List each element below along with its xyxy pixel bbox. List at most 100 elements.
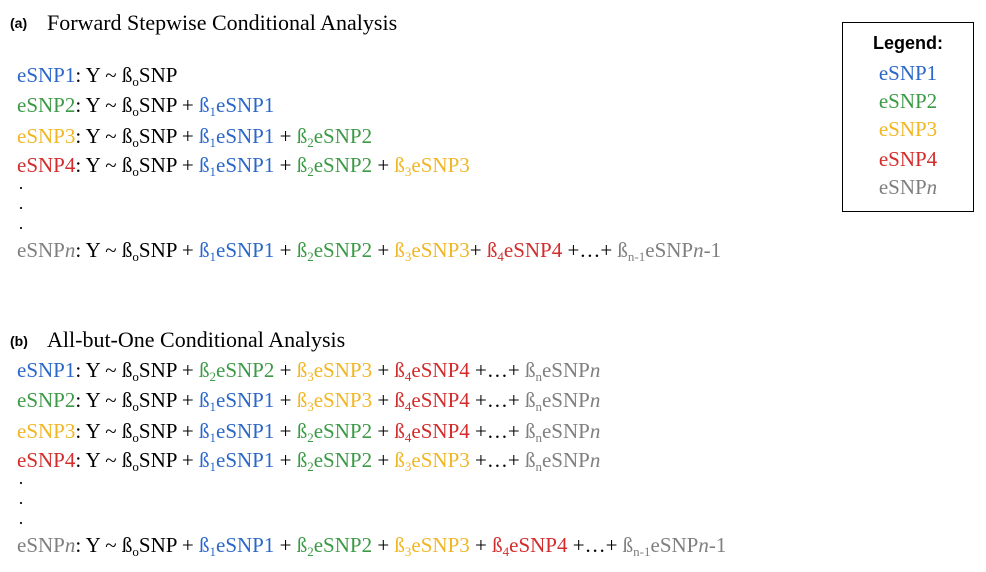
formula-subscript: n xyxy=(535,399,542,414)
legend-box: Legend: eSNP1 eSNP2 eSNP3 eSNP4 eSNPn xyxy=(842,22,974,212)
formula-subscript: o xyxy=(132,135,139,150)
formula-term: ß xyxy=(296,419,308,443)
formula-term: eSNP3 xyxy=(411,448,470,472)
formula-term: eSNP xyxy=(541,448,590,472)
formula-b-2: eSNP2: Y ~ ßoSNP + ß1eSNP1 + ß3eSNP3 + ß… xyxy=(17,388,601,414)
formula-term: + xyxy=(274,238,297,262)
formula-term: eSNP2 xyxy=(313,238,373,262)
legend-label: eSNP3 xyxy=(878,117,938,141)
formula-subscript: 2 xyxy=(307,430,314,445)
formula-term: eSNP1 xyxy=(216,419,275,443)
formula-term: eSNP1 xyxy=(216,153,275,177)
formula-subscript: 2 xyxy=(307,164,314,179)
formula-term: eSNP xyxy=(650,533,699,557)
formula-term: n xyxy=(589,388,601,412)
formula-term: eSNP1 xyxy=(216,93,275,117)
formula-term: eSNP3 xyxy=(313,358,373,382)
formula-subscript: 1 xyxy=(209,544,217,559)
formula-term: + xyxy=(372,238,395,262)
formula-subscript: 2 xyxy=(307,544,314,559)
panel-b-title: All-but-One Conditional Analysis xyxy=(47,327,346,352)
formula-term: ß xyxy=(199,419,210,443)
formula-term: : Y ~ ß xyxy=(75,238,133,262)
formula-term: ß xyxy=(199,388,210,412)
formula-term: n xyxy=(589,419,601,443)
formula-subscript: 2 xyxy=(307,249,314,264)
formula-term: ß xyxy=(524,358,536,382)
formula-a-4: eSNP4: Y ~ ßoSNP + ß1eSNP1 + ß2eSNP2 + ß… xyxy=(17,153,470,179)
formula-a-1: eSNP1: Y ~ ßoSNP xyxy=(17,63,177,88)
formula-term: eSNP3 xyxy=(17,419,76,443)
formula-term: ß xyxy=(199,358,210,382)
formula-subscript: 3 xyxy=(404,544,412,559)
formula-term: -1 xyxy=(703,238,722,262)
formula-term: ß xyxy=(492,533,503,557)
panel-a-label: (a) xyxy=(10,15,28,31)
formula-subscript: 1 xyxy=(209,164,217,179)
legend-label: eSNP4 xyxy=(878,147,938,171)
formula-term: n xyxy=(693,238,704,262)
formula-term: +…+ xyxy=(469,448,525,472)
formula-term: eSNP xyxy=(645,238,694,262)
formula-term: eSNP4 xyxy=(17,153,76,177)
formula-term: eSNP2 xyxy=(313,419,373,443)
formula-subscript: 1 xyxy=(209,135,217,150)
formula-term: eSNP4 xyxy=(411,419,470,443)
formula-term: n xyxy=(589,448,601,472)
formula-term: ß xyxy=(622,533,634,557)
formula-term: +…+ xyxy=(469,388,525,412)
formula-term: SNP + xyxy=(138,358,200,382)
formula-term: ß xyxy=(296,448,308,472)
formula-term: : Y ~ ß xyxy=(75,533,133,557)
formula-b-1: eSNP1: Y ~ ßoSNP + ß2eSNP2 + ß3eSNP3 + ß… xyxy=(17,358,600,384)
formula-term: + xyxy=(372,448,395,472)
formula-term: eSNP2 xyxy=(313,153,373,177)
formula-subscript: 4 xyxy=(404,430,412,445)
formula-term: ß xyxy=(296,388,308,412)
formula-subscript: 2 xyxy=(307,135,314,150)
formula-term: SNP + xyxy=(138,533,200,557)
formula-term: ß xyxy=(524,388,536,412)
formula-term: ß xyxy=(394,358,405,382)
formula-term: ß xyxy=(394,533,405,557)
formula-term: : Y ~ ß xyxy=(75,153,133,177)
formula-term: +…+ xyxy=(562,238,618,262)
formula-term: + xyxy=(469,533,493,557)
formula-term: : Y ~ ß xyxy=(75,388,133,412)
formula-subscript: n xyxy=(535,459,542,474)
panel-a-title: Forward Stepwise Conditional Analysis xyxy=(47,10,398,35)
ellipsis-dot-a-1: · xyxy=(18,178,24,198)
formula-subscript: o xyxy=(132,164,139,179)
legend-item-esnp3: eSNP3 xyxy=(843,117,973,142)
formula-term: eSNP1 xyxy=(216,388,275,412)
formula-term: eSNP xyxy=(541,388,590,412)
formula-subscript: 4 xyxy=(502,544,510,559)
formula-a-2: eSNP2: Y ~ ßoSNP + ß1eSNP1 xyxy=(17,93,275,119)
formula-subscript: 3 xyxy=(307,369,314,384)
formula-term: : Y ~ ß xyxy=(75,419,133,443)
formula-subscript: 3 xyxy=(307,399,314,414)
formula-subscript: 2 xyxy=(307,459,314,474)
formula-subscript: 4 xyxy=(404,369,412,384)
legend-item-esnp4: eSNP4 xyxy=(843,147,973,172)
legend-label: eSNP1 xyxy=(878,61,938,85)
formula-a-n: eSNPn: Y ~ ßoSNP + ß1eSNP1 + ß2eSNP2 + ß… xyxy=(17,238,722,264)
formula-subscript: 1 xyxy=(209,104,217,119)
formula-term: + xyxy=(372,533,395,557)
formula-term: ß xyxy=(296,358,308,382)
formula-term: : Y ~ ß xyxy=(75,358,133,382)
formula-term: SNP + xyxy=(138,153,200,177)
formula-term: SNP + xyxy=(138,93,200,117)
formula-term: eSNP4 xyxy=(17,448,76,472)
formula-term: eSNP4 xyxy=(503,238,563,262)
formula-term: SNP + xyxy=(138,124,200,148)
formula-term: ß xyxy=(199,153,210,177)
formula-term: + xyxy=(274,153,297,177)
formula-subscript: 1 xyxy=(209,430,217,445)
legend-title: Legend: xyxy=(873,33,943,53)
formula-term: eSNP1 xyxy=(17,358,76,382)
formula-subscript: 4 xyxy=(497,249,504,264)
formula-term: : Y ~ ß xyxy=(75,124,133,148)
ellipsis-dot-a-2: · xyxy=(18,198,24,218)
formula-subscript: o xyxy=(132,399,139,414)
